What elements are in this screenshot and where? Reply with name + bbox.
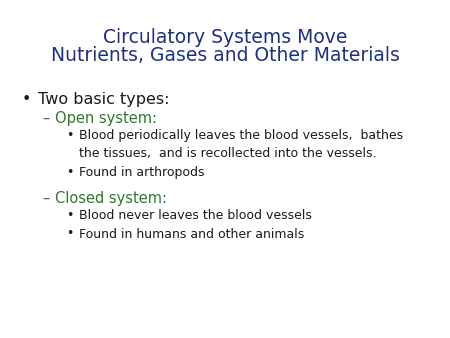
Text: •: • — [66, 227, 73, 241]
Text: •: • — [66, 209, 73, 222]
Text: Found in arthropods: Found in arthropods — [79, 166, 204, 179]
Text: the tissues,  and is recollected into the vessels.: the tissues, and is recollected into the… — [79, 147, 377, 161]
Text: –: – — [42, 111, 50, 125]
Text: Found in humans and other animals: Found in humans and other animals — [79, 227, 304, 241]
Text: •: • — [66, 166, 73, 179]
Text: •: • — [22, 92, 32, 107]
Text: Circulatory Systems Move: Circulatory Systems Move — [103, 28, 347, 47]
Text: Two basic types:: Two basic types: — [38, 92, 170, 107]
Text: Blood periodically leaves the blood vessels,  bathes: Blood periodically leaves the blood vess… — [79, 129, 403, 142]
Text: Blood never leaves the blood vessels: Blood never leaves the blood vessels — [79, 209, 312, 222]
Text: Closed system:: Closed system: — [55, 191, 167, 206]
Text: •: • — [66, 129, 73, 142]
Text: Open system:: Open system: — [55, 111, 157, 125]
Text: –: – — [42, 191, 50, 206]
Text: Nutrients, Gases and Other Materials: Nutrients, Gases and Other Materials — [50, 46, 400, 65]
